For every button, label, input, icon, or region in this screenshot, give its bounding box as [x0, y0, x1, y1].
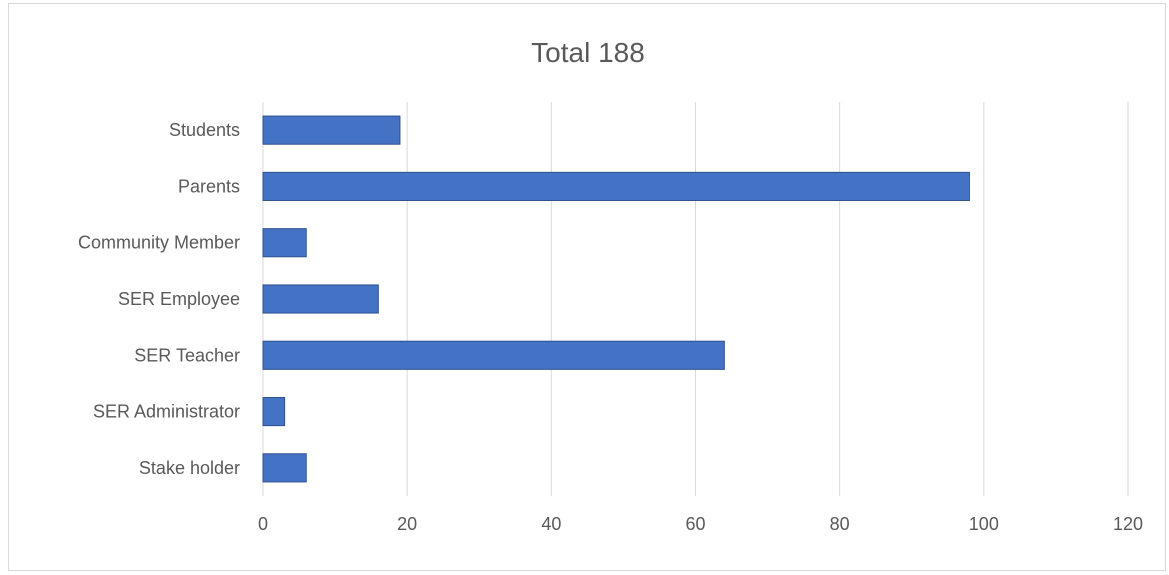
x-tick-label: 0	[258, 514, 268, 534]
chart-frame	[8, 3, 1166, 571]
x-tick-label: 20	[397, 514, 417, 534]
bar-ser-employee	[262, 284, 379, 314]
x-tick-label: 40	[541, 514, 561, 534]
category-label: Stake holder	[139, 458, 240, 478]
x-tick-label: 120	[1113, 514, 1143, 534]
x-tick-label: 100	[969, 514, 999, 534]
bar-stake-holder	[262, 453, 307, 483]
bars	[262, 115, 970, 483]
category-label: Community Member	[78, 233, 240, 253]
bar-parents	[262, 171, 970, 202]
chart-title: Total 188	[531, 37, 645, 68]
category-labels: Students Parents Community Member SER Emplo…	[78, 120, 240, 478]
bar-ser-administrator	[262, 397, 286, 427]
category-label: Students	[169, 120, 240, 140]
x-tick-label: 80	[830, 514, 850, 534]
category-label: SER Employee	[118, 289, 240, 309]
bar-community-member	[262, 228, 307, 258]
bar-ser-teacher	[262, 340, 725, 370]
x-tick-labels: 0 20 40 60 80 100 120	[258, 514, 1143, 534]
bar-students	[262, 115, 401, 145]
category-label: SER Administrator	[93, 402, 240, 422]
gridlines	[262, 102, 1129, 496]
x-tick-label: 60	[685, 514, 705, 534]
category-label: Parents	[178, 176, 240, 196]
category-label: SER Teacher	[134, 345, 240, 365]
